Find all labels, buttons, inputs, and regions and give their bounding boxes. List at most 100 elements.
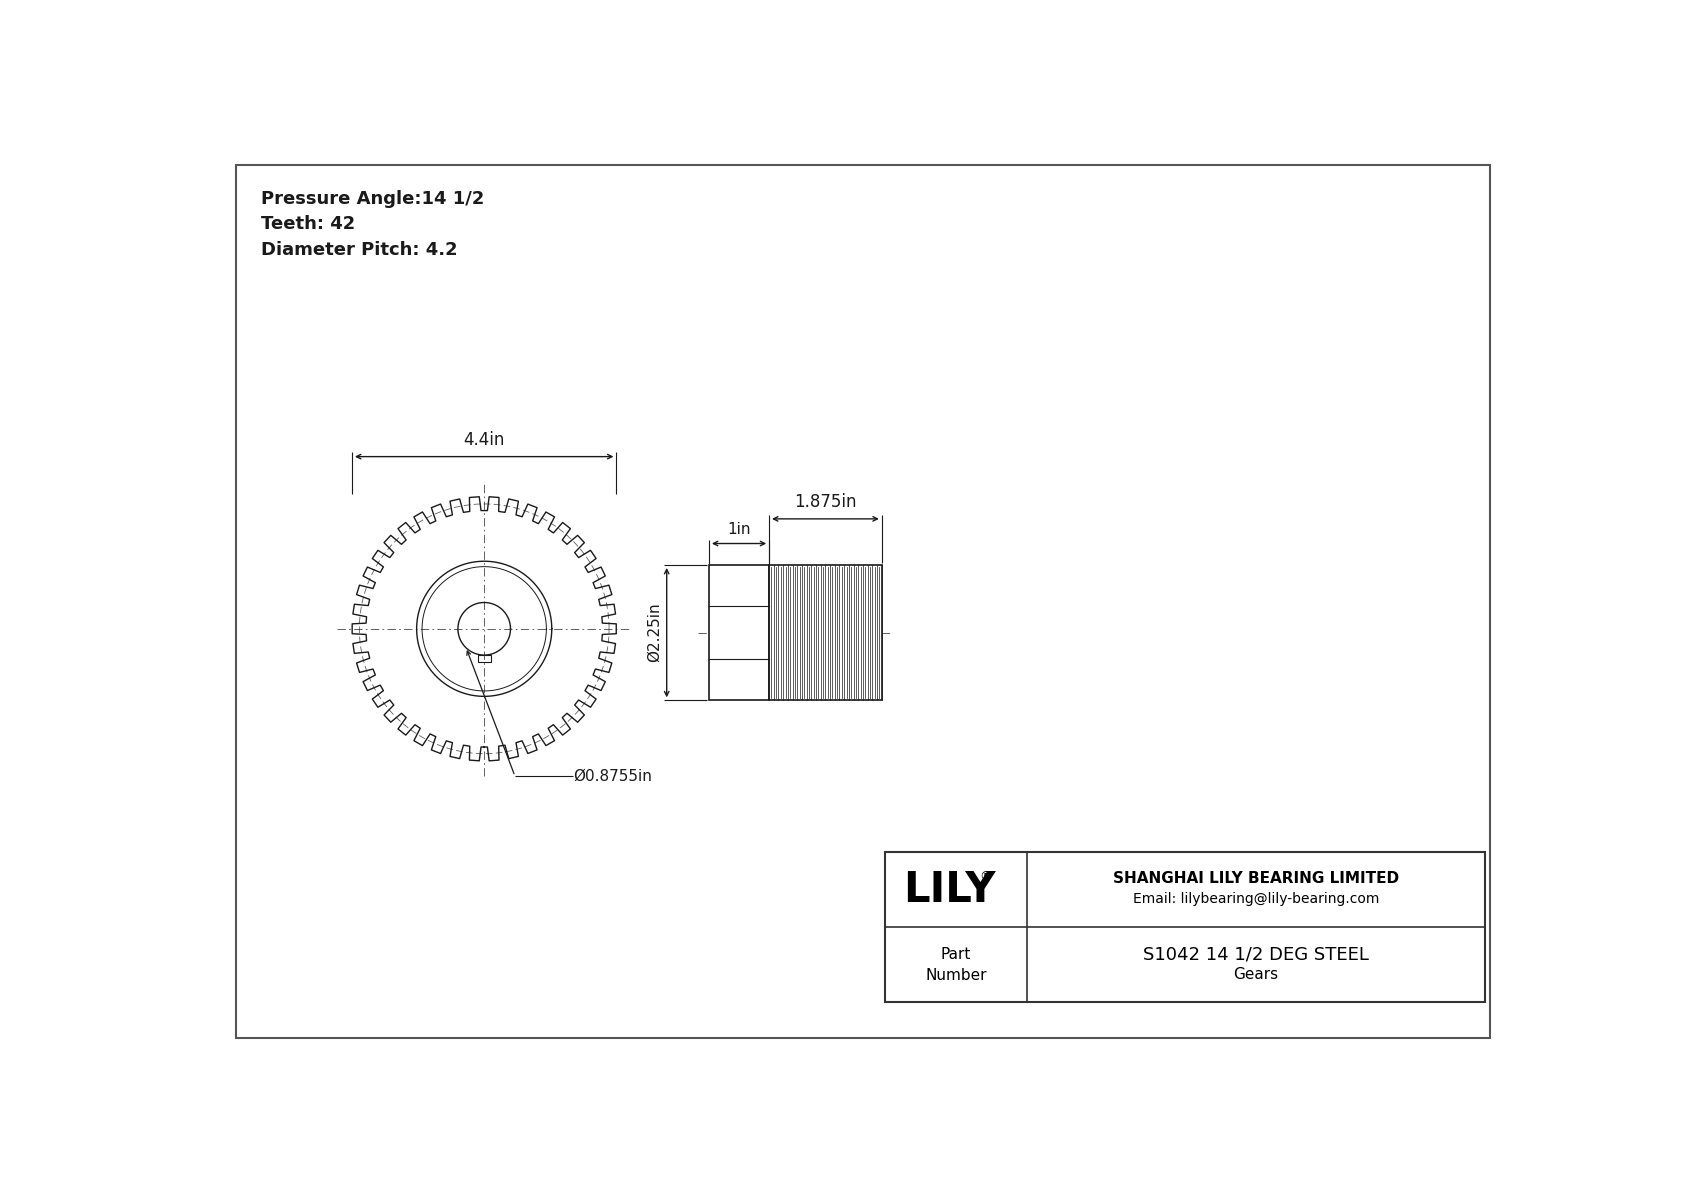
Text: Pressure Angle:14 1/2: Pressure Angle:14 1/2 [261,189,485,208]
Text: LILY: LILY [903,868,995,911]
Polygon shape [1212,867,1214,900]
Polygon shape [1138,891,1148,921]
Polygon shape [1290,883,1297,915]
Polygon shape [1154,881,1162,912]
Polygon shape [1133,915,1143,944]
Polygon shape [1273,878,1275,908]
Polygon shape [1133,912,1142,943]
Bar [884,852,1485,1003]
Polygon shape [1186,871,1191,903]
Polygon shape [1174,873,1180,905]
Polygon shape [1137,893,1145,924]
Polygon shape [1308,891,1310,922]
Polygon shape [1285,877,1288,908]
Polygon shape [1233,867,1234,900]
Polygon shape [1142,887,1150,919]
Polygon shape [1159,877,1162,908]
Polygon shape [1273,874,1278,908]
Polygon shape [1261,871,1266,900]
Polygon shape [1170,879,1172,909]
Polygon shape [1133,896,1143,927]
Polygon shape [1142,886,1145,917]
Text: 1in: 1in [727,523,751,537]
Ellipse shape [1206,898,1241,913]
Polygon shape [1150,881,1154,912]
Polygon shape [1182,875,1184,905]
Text: Diameter Pitch: 4.2: Diameter Pitch: 4.2 [261,241,458,258]
Polygon shape [1132,867,1315,944]
Polygon shape [1305,902,1315,931]
Polygon shape [1132,902,1142,931]
Polygon shape [1214,872,1218,900]
Polygon shape [1207,867,1212,897]
Polygon shape [1266,873,1273,905]
Polygon shape [1199,868,1202,902]
Polygon shape [1137,917,1145,948]
Polygon shape [1172,878,1174,908]
Polygon shape [1302,886,1305,917]
Polygon shape [1248,868,1253,898]
Polygon shape [1251,873,1253,903]
Polygon shape [1303,896,1314,927]
Polygon shape [1305,910,1315,940]
Polygon shape [1206,872,1207,902]
Polygon shape [1180,872,1184,905]
Polygon shape [1244,868,1248,902]
Polygon shape [1132,910,1142,940]
Text: S1042 14 1/2 DEG STEEL: S1042 14 1/2 DEG STEEL [1143,946,1369,964]
Text: Ø2.25in: Ø2.25in [647,603,662,662]
Polygon shape [1150,883,1157,915]
Text: 4.4in: 4.4in [463,431,505,449]
Polygon shape [1303,915,1314,944]
Polygon shape [1194,868,1199,898]
Polygon shape [1302,893,1310,924]
Polygon shape [1180,875,1182,905]
Polygon shape [1297,887,1305,919]
Polygon shape [1202,872,1206,902]
Polygon shape [1275,879,1276,909]
Polygon shape [1263,872,1266,905]
Polygon shape [1218,872,1219,900]
Polygon shape [1265,875,1266,905]
Polygon shape [1133,898,1142,929]
Polygon shape [1298,891,1308,921]
Polygon shape [1307,908,1315,937]
Text: Email: lilybearing@lily-bearing.com: Email: lilybearing@lily-bearing.com [1133,892,1379,906]
Polygon shape [1162,881,1165,911]
Polygon shape [1253,874,1256,903]
Polygon shape [1169,873,1174,904]
Bar [709,565,770,700]
Text: ®: ® [978,871,992,883]
Polygon shape [1293,881,1297,912]
Polygon shape [1137,891,1138,922]
Polygon shape [1132,908,1140,937]
Polygon shape [1239,872,1241,902]
Polygon shape [1229,872,1233,900]
Polygon shape [1241,872,1244,902]
Polygon shape [1305,912,1314,943]
Polygon shape [1194,873,1196,903]
Polygon shape [1293,886,1302,917]
Polygon shape [1251,869,1253,903]
Polygon shape [1194,869,1196,903]
Text: 1.875in: 1.875in [795,493,857,511]
Polygon shape [1282,881,1283,911]
Text: Ø0.8755in: Ø0.8755in [573,769,652,784]
Text: Teeth: 42: Teeth: 42 [261,216,355,233]
Bar [770,565,882,700]
Polygon shape [1228,872,1229,900]
Polygon shape [1276,877,1285,909]
Text: Part
Number: Part Number [925,947,987,983]
Polygon shape [1159,878,1165,911]
Text: SHANGHAI LILY BEARING LIMITED: SHANGHAI LILY BEARING LIMITED [1113,872,1399,886]
Polygon shape [1191,874,1194,903]
Polygon shape [1282,878,1288,911]
Polygon shape [1285,881,1293,912]
Polygon shape [1307,904,1315,934]
Polygon shape [1234,867,1239,897]
Text: Gears: Gears [1234,967,1278,983]
Polygon shape [1221,867,1226,897]
Polygon shape [1273,873,1278,904]
Polygon shape [1263,875,1265,905]
Polygon shape [1145,886,1154,917]
